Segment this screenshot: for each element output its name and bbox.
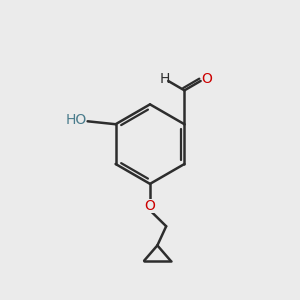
Text: HO: HO: [66, 113, 87, 127]
Text: O: O: [202, 73, 212, 86]
Text: O: O: [145, 199, 155, 213]
Text: H: H: [160, 73, 170, 86]
